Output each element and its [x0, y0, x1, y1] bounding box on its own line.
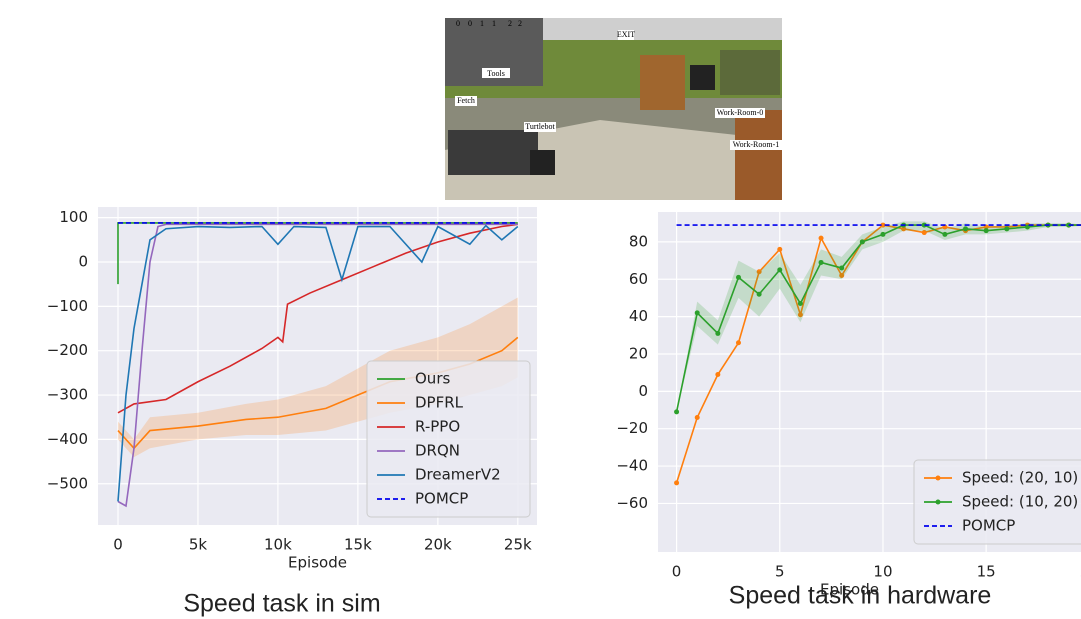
x-tick-label: 15k — [344, 536, 372, 554]
legend-label: Ours — [415, 370, 450, 388]
x-tick-label: 20k — [424, 536, 452, 554]
marker — [715, 372, 720, 377]
photo-label: 2 — [508, 19, 512, 28]
x-tick-label: 10k — [264, 536, 292, 554]
marker — [880, 232, 885, 237]
y-tick-label: −200 — [47, 341, 88, 359]
marker — [757, 292, 762, 297]
photo-label: Fetch — [457, 96, 475, 105]
legend-label: Speed: (10, 20) — [962, 493, 1078, 511]
photo-label: Work-Room-0 — [717, 108, 763, 117]
x-axis-label: Episode — [288, 554, 347, 572]
y-tick-label: 0 — [78, 252, 88, 270]
legend-label: POMCP — [415, 490, 468, 508]
y-tick-label: 0 — [638, 382, 648, 400]
y-tick-label: −300 — [47, 386, 88, 404]
legend-label: DPFRL — [415, 394, 464, 412]
figure: 001122ToolsEXITFetchTurtlebotWork-Room-0… — [0, 0, 1081, 619]
y-tick-label: −500 — [47, 474, 88, 492]
marker — [736, 275, 741, 280]
marker — [819, 260, 824, 265]
marker — [777, 267, 782, 272]
legend-marker — [936, 476, 941, 481]
photo-label: Work-Room-1 — [733, 140, 779, 149]
caption: Speed task in hardware — [729, 582, 992, 610]
photo-label: 2 — [518, 19, 522, 28]
y-tick-label: 60 — [629, 270, 648, 288]
y-tick-label: 20 — [629, 344, 648, 362]
photo-label: Tools — [487, 69, 505, 78]
y-tick-label: 100 — [59, 208, 88, 226]
y-tick-label: 40 — [629, 307, 648, 325]
legend-label: DRQN — [415, 442, 460, 460]
x-tick-label: 10 — [873, 563, 892, 581]
legend-label: POMCP — [962, 517, 1015, 535]
x-tick-label: 25k — [504, 536, 532, 554]
y-tick-label: −20 — [616, 419, 648, 437]
x-tick-label: 0 — [672, 563, 682, 581]
caption: Speed task in sim — [183, 590, 380, 618]
marker — [942, 232, 947, 237]
marker — [860, 239, 865, 244]
marker — [1004, 226, 1009, 231]
y-tick-label: −60 — [616, 494, 648, 512]
x-tick-label: 5 — [775, 563, 785, 581]
marker — [963, 226, 968, 231]
y-tick-label: −40 — [616, 457, 648, 475]
photo-label: Turtlebot — [525, 122, 555, 131]
marker — [777, 247, 782, 252]
x-tick-label: 0 — [113, 536, 123, 554]
marker — [674, 480, 679, 485]
y-tick-label: 80 — [629, 232, 648, 250]
marker — [674, 409, 679, 414]
photo-label: 0 — [456, 19, 460, 28]
photo-label: 0 — [468, 19, 472, 28]
x-tick-label: 5k — [189, 536, 208, 554]
marker — [736, 340, 741, 345]
legend-label: Speed: (20, 10) — [962, 469, 1078, 487]
marker — [798, 301, 803, 306]
photo-label: EXIT — [617, 30, 635, 39]
x-tick-label: 15 — [977, 563, 996, 581]
marker — [715, 331, 720, 336]
y-tick-label: −100 — [47, 297, 88, 315]
legend-marker — [936, 500, 941, 505]
photo-label: 1 — [492, 19, 496, 28]
legend-label: DreamerV2 — [415, 466, 501, 484]
marker — [695, 415, 700, 420]
marker — [819, 236, 824, 241]
photo-label: 1 — [480, 19, 484, 28]
marker — [839, 266, 844, 271]
legend-label: R-PPO — [415, 418, 460, 436]
y-tick-label: −400 — [47, 430, 88, 448]
marker — [984, 228, 989, 233]
marker — [695, 310, 700, 315]
